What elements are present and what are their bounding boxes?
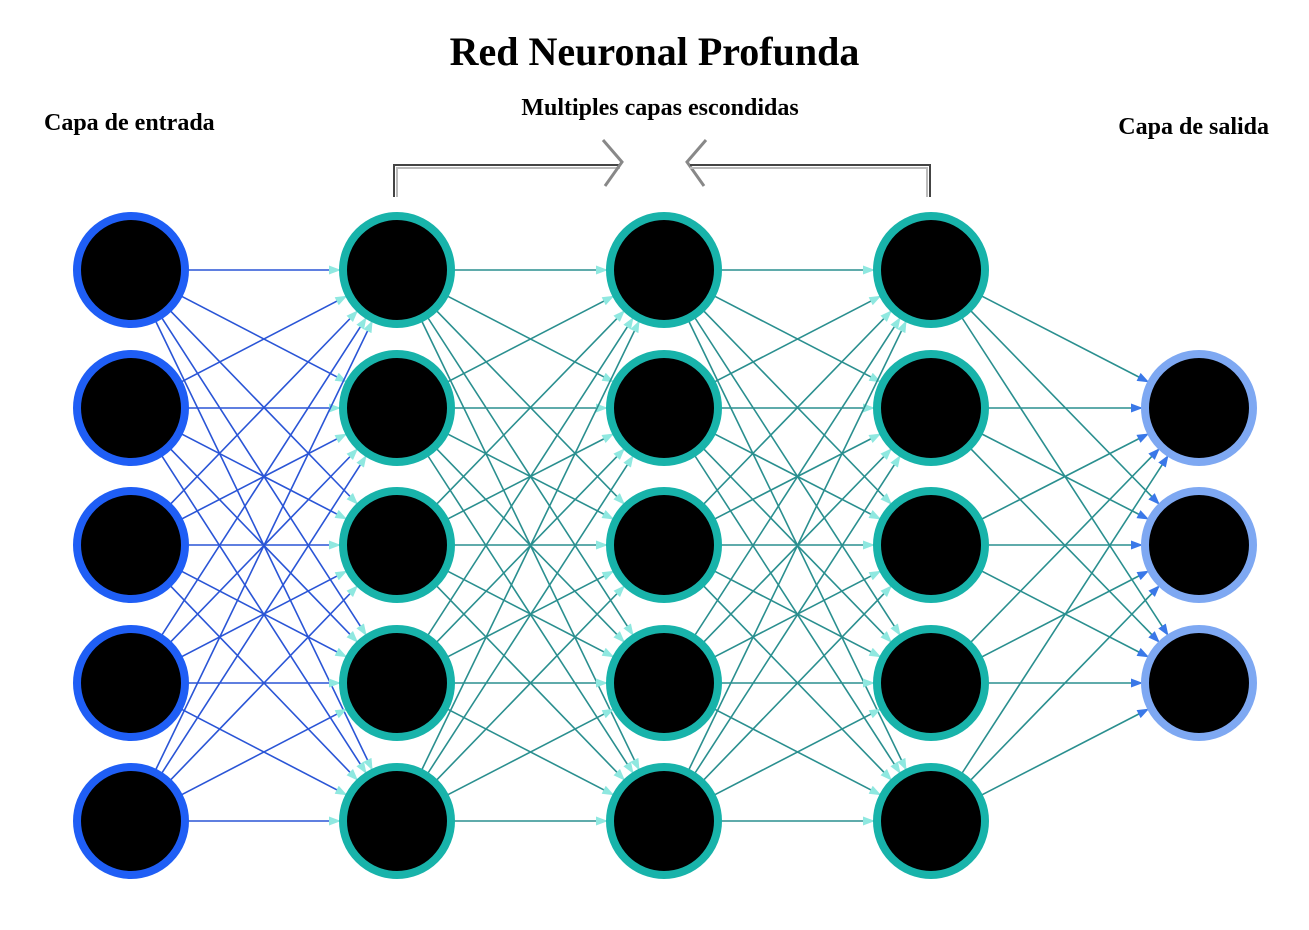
hidden-3-neuron	[873, 212, 989, 328]
connection-arrow	[180, 708, 348, 796]
output-neuron	[1141, 350, 1257, 466]
input-neuron	[73, 625, 189, 741]
connection-arrow	[702, 310, 892, 506]
hidden-1-neuron	[339, 212, 455, 328]
input-layer-label: Capa de entrada	[44, 110, 215, 136]
input-neuron	[73, 763, 189, 879]
input-neuron	[73, 350, 189, 466]
hidden-2-neuron	[606, 763, 722, 879]
connection-arrow	[426, 317, 634, 637]
neurons	[73, 212, 1257, 879]
connection-arrow	[980, 708, 1150, 797]
connection-arrow	[435, 585, 626, 782]
output-layer-label: Capa de salida	[1118, 114, 1269, 140]
connection-arrow	[446, 295, 615, 384]
connection-arrow	[169, 310, 359, 506]
connection-arrow	[169, 585, 359, 782]
connection-arrow	[693, 455, 901, 775]
hidden-layers-bracket	[393, 139, 931, 197]
hidden-layers-label: Multiples capas escondidas	[521, 95, 799, 121]
input-neuron	[73, 212, 189, 328]
connection-arrow	[426, 455, 634, 775]
connection-arrow	[960, 454, 1169, 775]
connection-arrow	[160, 317, 367, 637]
output-neuron	[1141, 487, 1257, 603]
hidden-1-neuron	[339, 487, 455, 603]
hidden-3-neuron	[873, 763, 989, 879]
connection-arrow	[154, 320, 373, 771]
connection-arrow	[969, 309, 1160, 505]
hidden-2-neuron	[606, 350, 722, 466]
hidden-3-neuron	[873, 350, 989, 466]
connection-arrow	[160, 455, 367, 775]
connection-arrow	[693, 317, 901, 637]
connection-arrow	[420, 320, 640, 771]
connection-arrow	[713, 295, 882, 384]
hidden-3-neuron	[873, 487, 989, 603]
connection-arrow	[180, 295, 348, 383]
hidden-3-neuron	[873, 625, 989, 741]
hidden-1-neuron	[339, 350, 455, 466]
connections	[154, 265, 1169, 826]
connection-arrow	[687, 320, 907, 771]
hidden-2-neuron	[606, 625, 722, 741]
connection-arrow	[713, 708, 882, 797]
connection-arrow	[702, 585, 893, 782]
hidden-1-neuron	[339, 625, 455, 741]
diagram-title: Red Neuronal Profunda	[449, 29, 860, 74]
input-neuron	[73, 487, 189, 603]
hidden-1-neuron	[339, 763, 455, 879]
output-neuron	[1141, 625, 1257, 741]
connection-arrow	[435, 310, 625, 506]
hidden-2-neuron	[606, 487, 722, 603]
connection-arrow	[969, 585, 1160, 782]
connection-arrow	[980, 294, 1150, 383]
connection-arrow	[969, 448, 1160, 644]
connection-arrow	[980, 433, 1150, 521]
hidden-2-neuron	[606, 212, 722, 328]
connection-arrow	[446, 708, 615, 797]
